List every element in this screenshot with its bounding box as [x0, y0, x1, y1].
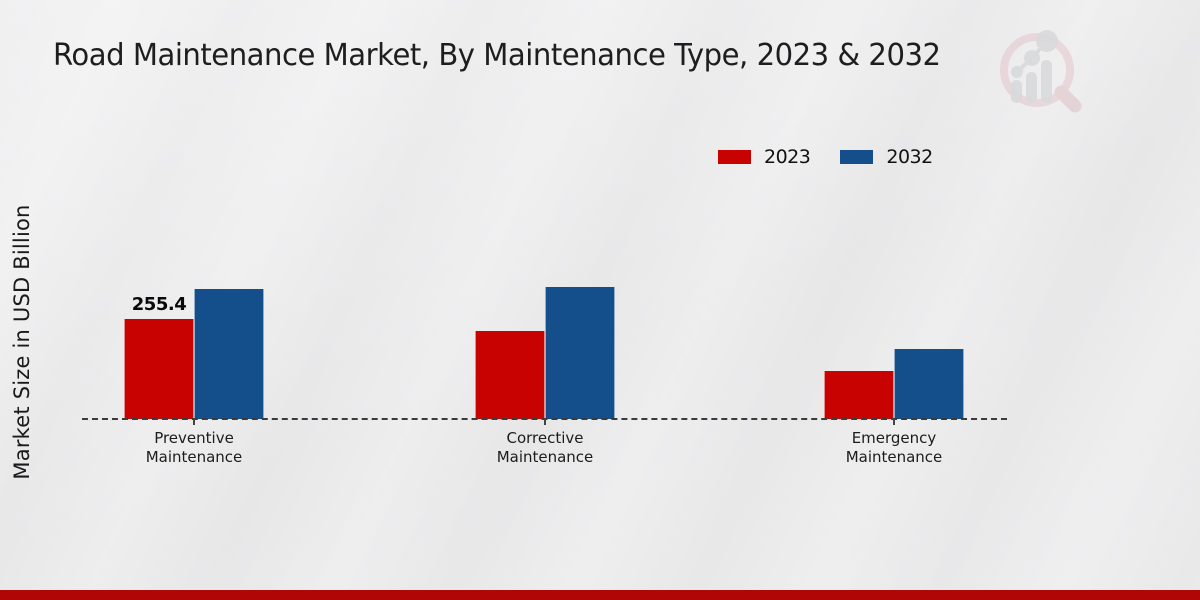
bar-2032-corrective-maintenance	[545, 287, 615, 419]
bar-2023-corrective-maintenance	[475, 331, 545, 419]
bar-2023-emergency-maintenance	[824, 371, 894, 419]
legend-label-2023: 2023	[764, 146, 811, 168]
mrfr-logo	[995, 26, 1083, 114]
x-axis-tick	[544, 419, 546, 425]
x-category-label-emergency-maintenance: Emergency Maintenance	[845, 429, 943, 466]
bar-2032-preventive-maintenance	[194, 289, 264, 419]
x-axis-tick	[193, 419, 195, 425]
legend: 2023 2032	[718, 146, 933, 168]
magnifier-bar-chart-icon	[1000, 30, 1082, 113]
chart-title: Road Maintenance Market, By Maintenance …	[53, 38, 941, 73]
x-category-label-preventive-maintenance: Preventive Maintenance	[145, 429, 243, 466]
bar-value-label: 255.4	[131, 294, 187, 315]
legend-item-2023: 2023	[718, 146, 811, 168]
bar-2023-preventive-maintenance	[124, 319, 194, 419]
x-category-label-corrective-maintenance: Corrective Maintenance	[496, 429, 594, 466]
x-axis-tick	[893, 419, 895, 425]
legend-swatch-2023	[718, 150, 751, 164]
legend-item-2032: 2032	[840, 146, 933, 168]
legend-label-2032: 2032	[886, 146, 933, 168]
legend-swatch-2032	[840, 150, 874, 164]
bar-2032-emergency-maintenance	[894, 349, 964, 419]
footer-accent-bar	[0, 590, 1200, 600]
